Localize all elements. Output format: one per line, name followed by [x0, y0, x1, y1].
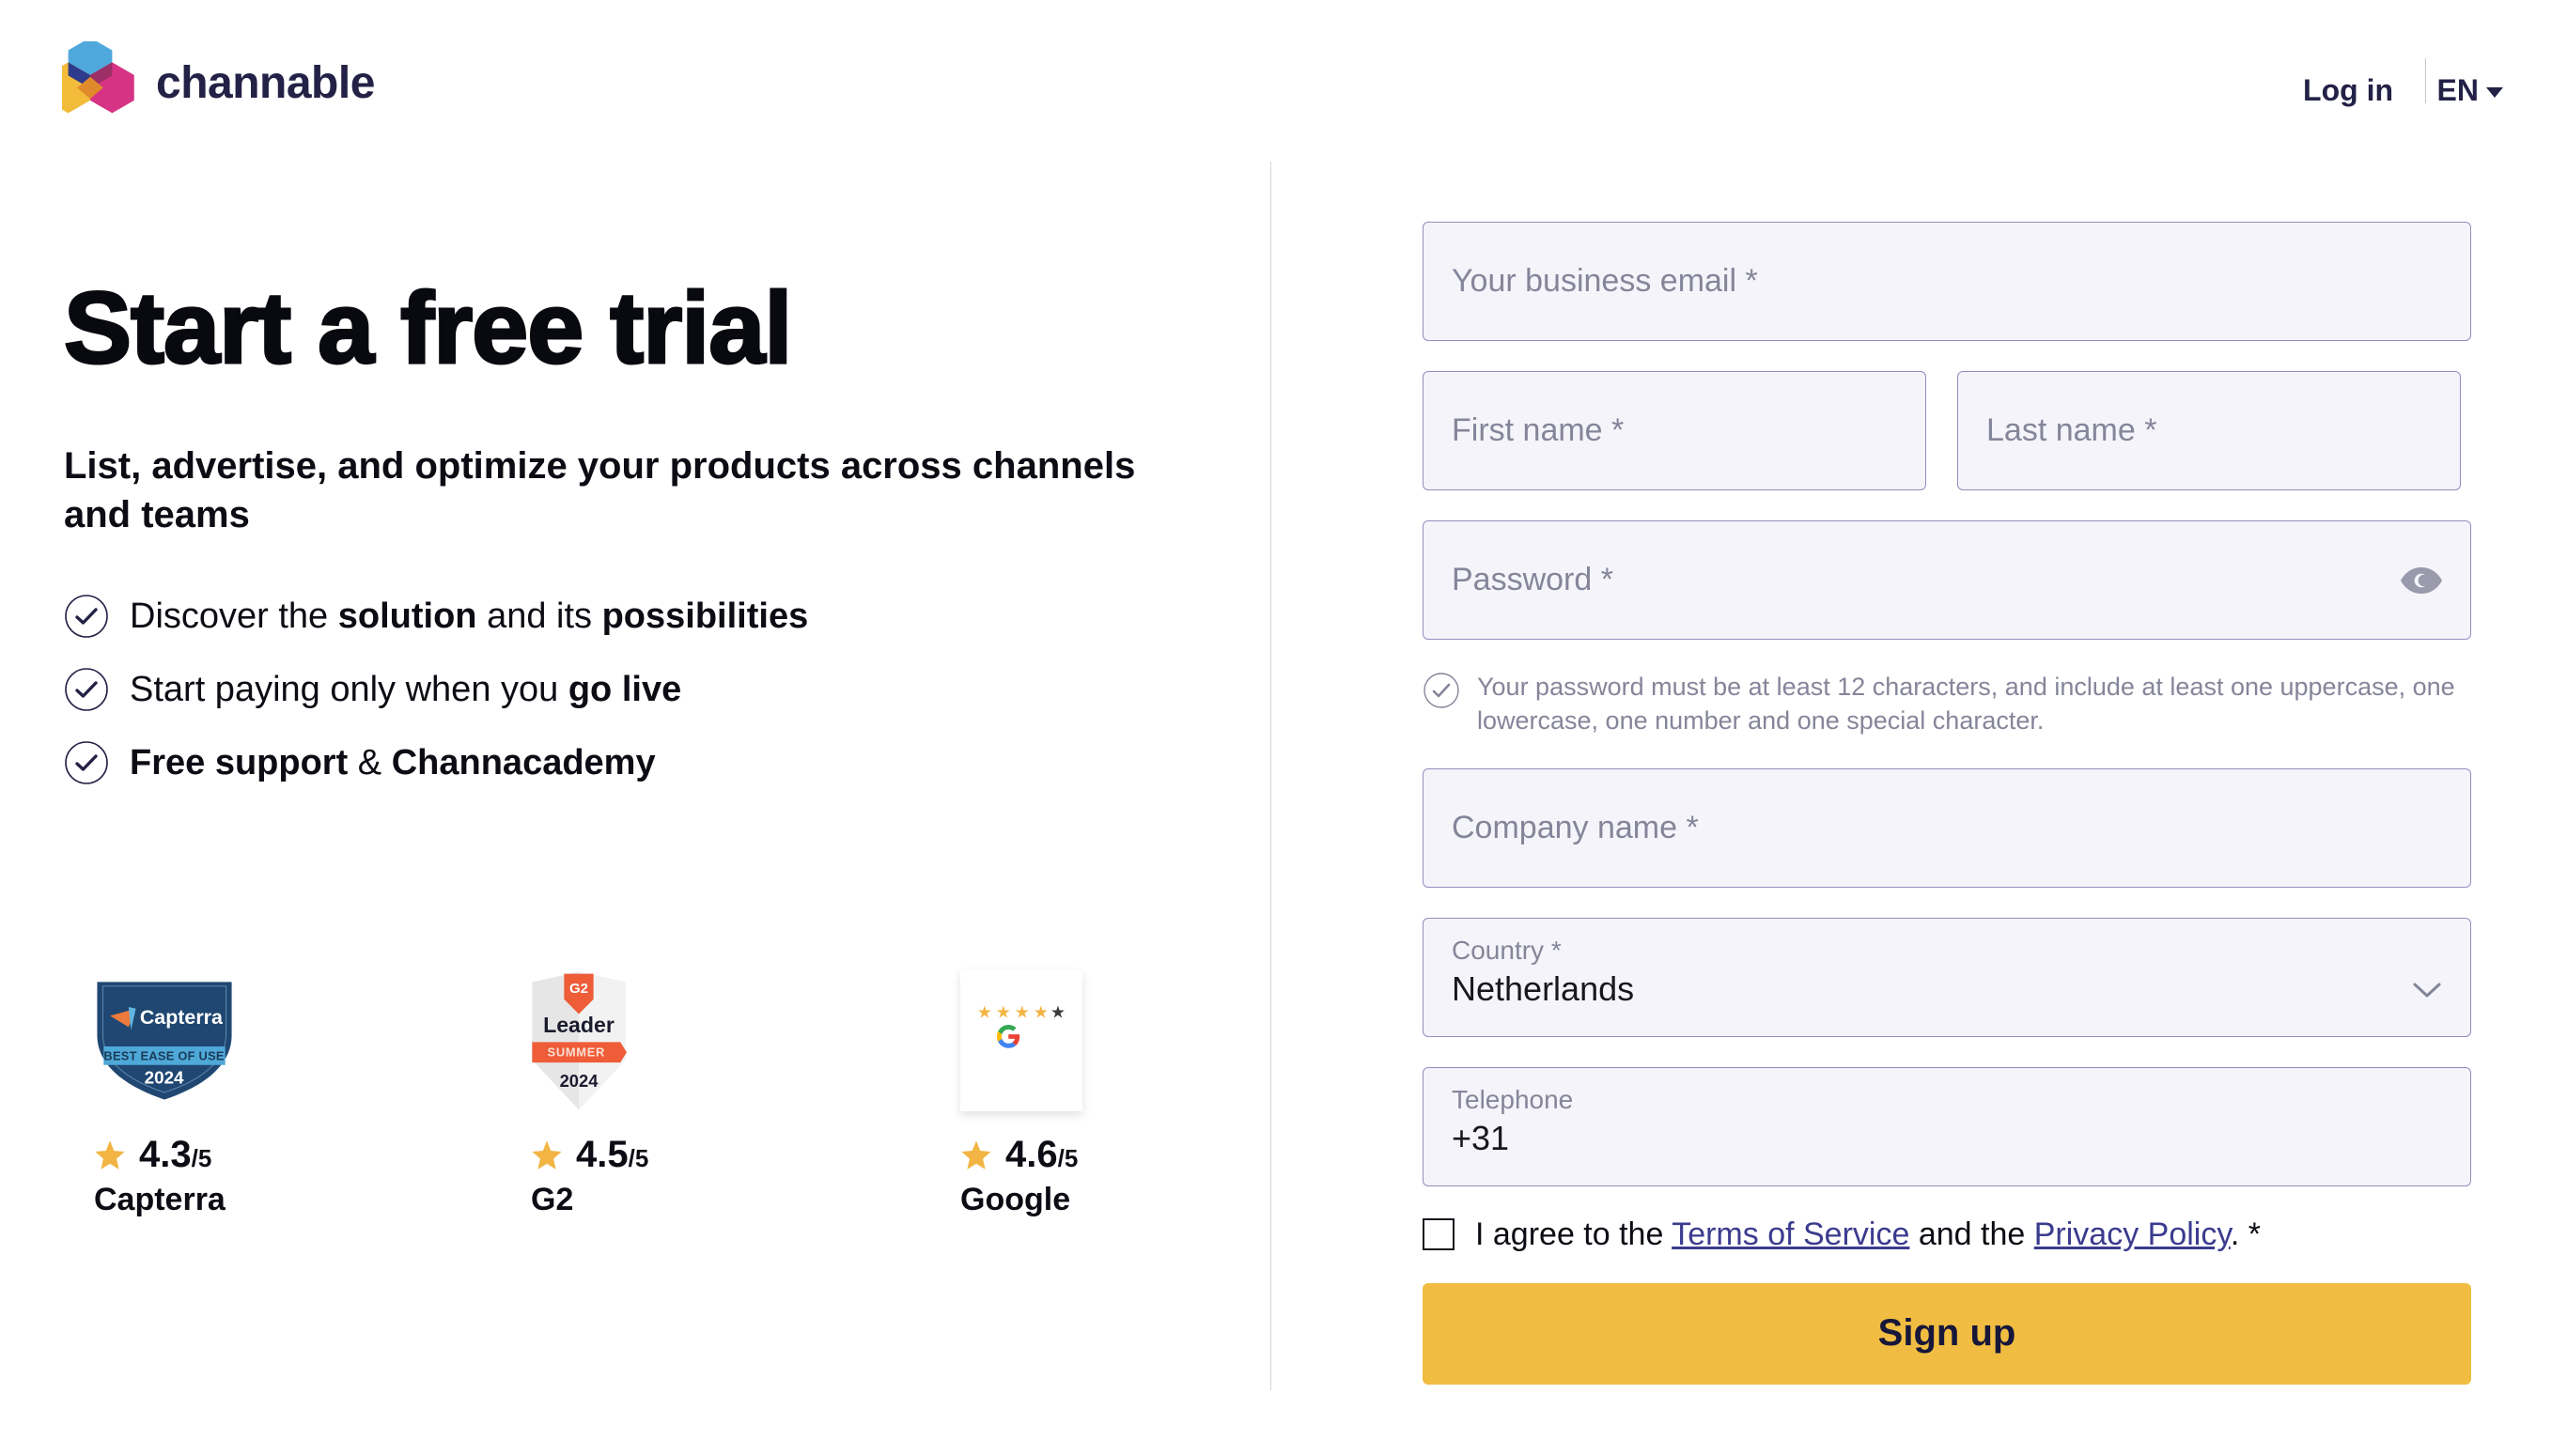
svg-text:Leader: Leader: [543, 1013, 615, 1037]
svg-text:★: ★: [977, 1002, 992, 1021]
svg-text:BEST EASE OF USE: BEST EASE OF USE: [103, 1049, 224, 1063]
svg-text:★: ★: [1015, 1002, 1030, 1021]
svg-text:2024: 2024: [560, 1071, 599, 1091]
svg-text:2024: 2024: [145, 1067, 184, 1087]
svg-text:G2: G2: [569, 981, 588, 997]
svg-text:★: ★: [996, 1002, 1011, 1021]
svg-text:Capterra: Capterra: [140, 1006, 224, 1029]
svg-text:★: ★: [1050, 1002, 1066, 1021]
svg-text:★: ★: [1034, 1002, 1049, 1021]
svg-text:SUMMER: SUMMER: [548, 1045, 605, 1059]
